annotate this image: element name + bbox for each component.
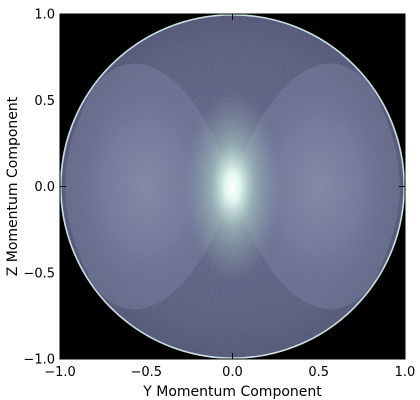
y-tick-label: 1.0 [34, 8, 55, 23]
y-tick-label: −1.0 [23, 353, 55, 368]
plot-area [60, 14, 405, 359]
lobe-left [65, 63, 233, 310]
x-tick-label: −1.0 [44, 365, 76, 380]
lobe-glow [73, 79, 219, 294]
x-tick-label: 0.5 [308, 365, 329, 380]
x-axis-ticks: −1.0 −0.5 0.0 0.5 1.0 [44, 14, 415, 380]
y-axis-label: Z Momentum Component [5, 96, 21, 276]
y-tick-label: −0.5 [23, 266, 55, 281]
bright-lobes [65, 63, 400, 310]
x-axis-label: Y Momentum Component [142, 384, 322, 400]
x-tick-label: −0.5 [130, 365, 162, 380]
lobe-glow [246, 79, 392, 294]
x-tick-label: 1.0 [395, 365, 416, 380]
y-tick-label: 0.0 [34, 180, 55, 195]
y-tick-label: 0.5 [34, 94, 55, 109]
central-peak [230, 184, 235, 189]
x-tick-label: 0.0 [222, 365, 243, 380]
lobe-right [232, 63, 400, 310]
y-axis-ticks: −1.0 −0.5 0.0 0.5 1.0 [23, 8, 405, 368]
momentum-disk [60, 14, 405, 359]
